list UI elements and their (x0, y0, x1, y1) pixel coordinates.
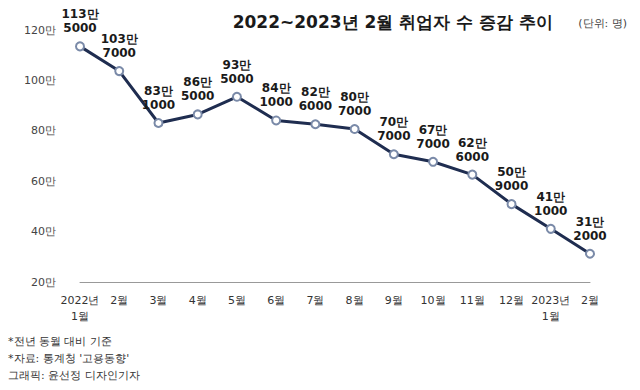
svg-text:7000: 7000 (377, 129, 410, 143)
svg-text:5000: 5000 (181, 89, 214, 103)
svg-text:5000: 5000 (63, 21, 96, 35)
svg-text:7000: 7000 (103, 46, 136, 60)
svg-text:7000: 7000 (338, 104, 371, 118)
svg-text:7월: 7월 (306, 294, 324, 307)
svg-text:6000: 6000 (456, 150, 489, 164)
svg-text:83만: 83만 (144, 84, 173, 98)
svg-text:2000: 2000 (573, 229, 606, 243)
svg-text:5월: 5월 (228, 294, 246, 307)
svg-text:1000: 1000 (142, 98, 175, 112)
svg-text:82만: 82만 (301, 85, 330, 99)
svg-text:1000: 1000 (534, 204, 567, 218)
svg-text:2022~2023년 2월 취업자 수 증감 추이: 2022~2023년 2월 취업자 수 증감 추이 (233, 12, 553, 32)
svg-text:40만: 40만 (31, 225, 56, 238)
svg-text:86만: 86만 (183, 75, 212, 89)
svg-text:3월: 3월 (149, 294, 167, 307)
svg-text:41만: 41만 (536, 190, 565, 204)
svg-text:1월: 1월 (71, 310, 89, 323)
svg-text:2월: 2월 (581, 294, 599, 307)
svg-text:(단위: 명): (단위: 명) (578, 17, 627, 30)
svg-text:80만: 80만 (340, 90, 369, 104)
svg-text:67만: 67만 (419, 123, 448, 137)
svg-text:2023년: 2023년 (531, 294, 570, 307)
svg-text:31만: 31만 (576, 215, 605, 229)
svg-text:60만: 60만 (31, 175, 56, 188)
svg-text:100만: 100만 (24, 74, 56, 87)
svg-text:1월: 1월 (542, 310, 560, 323)
svg-text:2월: 2월 (110, 294, 128, 307)
svg-text:12월: 12월 (499, 294, 524, 307)
svg-text:4월: 4월 (189, 294, 207, 307)
svg-text:120만: 120만 (24, 24, 56, 37)
svg-text:103만: 103만 (101, 32, 138, 46)
svg-text:113만: 113만 (61, 7, 98, 21)
svg-text:9월: 9월 (385, 294, 403, 307)
svg-text:93만: 93만 (223, 58, 252, 72)
svg-text:80만: 80만 (31, 124, 56, 137)
svg-text:6000: 6000 (299, 99, 332, 113)
svg-text:7000: 7000 (416, 137, 449, 151)
svg-text:5000: 5000 (220, 72, 253, 86)
svg-text:84만: 84만 (262, 81, 291, 95)
svg-text:*자료: 통계청 '고용동향': *자료: 통계청 '고용동향' (8, 352, 129, 365)
svg-text:6월: 6월 (267, 294, 285, 307)
svg-text:70만: 70만 (379, 115, 408, 129)
svg-text:10월: 10월 (421, 294, 446, 307)
svg-text:62만: 62만 (458, 136, 487, 150)
svg-text:그래픽: 윤선정 디자인기자: 그래픽: 윤선정 디자인기자 (8, 369, 140, 382)
svg-text:8월: 8월 (346, 294, 364, 307)
svg-text:2022년: 2022년 (61, 294, 100, 307)
svg-text:1000: 1000 (259, 95, 292, 109)
svg-text:20만: 20만 (31, 276, 56, 289)
svg-text:50만: 50만 (497, 165, 526, 179)
svg-text:11월: 11월 (460, 294, 485, 307)
svg-text:9000: 9000 (495, 179, 528, 193)
svg-text:*전년 동월 대비 기준: *전년 동월 대비 기준 (8, 335, 112, 348)
